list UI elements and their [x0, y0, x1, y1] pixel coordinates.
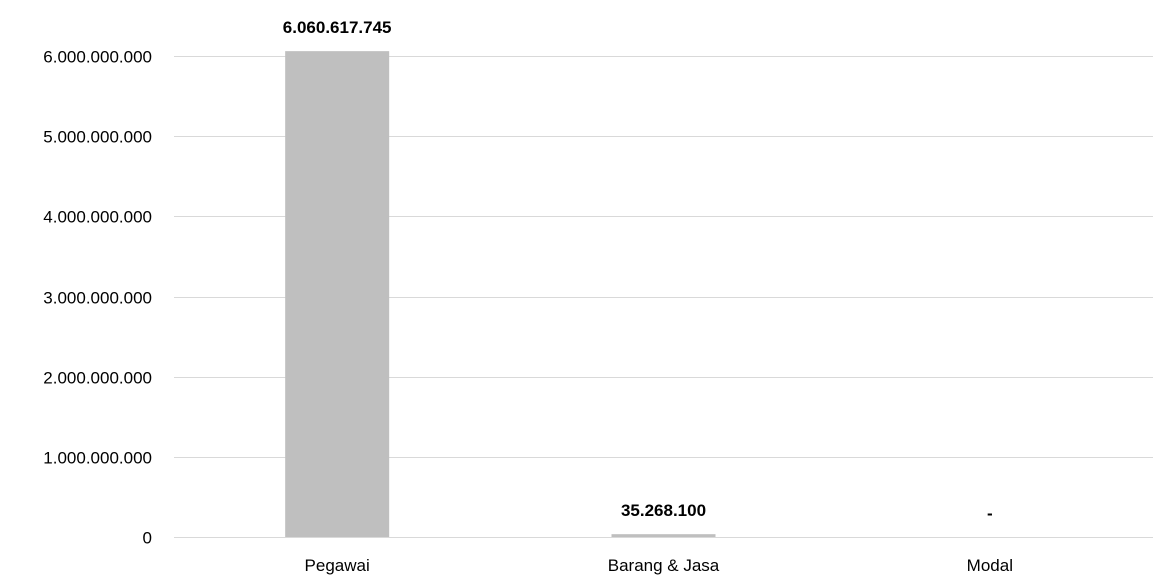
y-tick-label: 1.000.000.000	[43, 449, 152, 468]
bar-barang-jasa	[611, 534, 716, 537]
category-label: Barang & Jasa	[608, 556, 720, 575]
data-labels: 6.060.617.745 35.268.100 -	[283, 18, 993, 523]
y-tick-label: 0	[143, 529, 152, 548]
bar-pegawai	[285, 51, 390, 538]
y-tick-label: 3.000.000.000	[43, 289, 152, 308]
y-tick-label: 6.000.000.000	[43, 48, 152, 67]
data-label: -	[987, 504, 993, 523]
category-label: Modal	[967, 556, 1013, 575]
bars	[285, 51, 716, 538]
data-label: 35.268.100	[621, 501, 706, 520]
y-tick-label: 5.000.000.000	[43, 128, 152, 147]
x-axis-category-labels: Pegawai Barang & Jasa Modal	[305, 556, 1013, 575]
y-tick-label: 2.000.000.000	[43, 369, 152, 388]
y-tick-label: 4.000.000.000	[43, 208, 152, 227]
y-axis-tick-labels: 0 1.000.000.000 2.000.000.000 3.000.000.000…	[43, 48, 152, 548]
category-label: Pegawai	[305, 556, 370, 575]
data-label: 6.060.617.745	[283, 18, 392, 37]
